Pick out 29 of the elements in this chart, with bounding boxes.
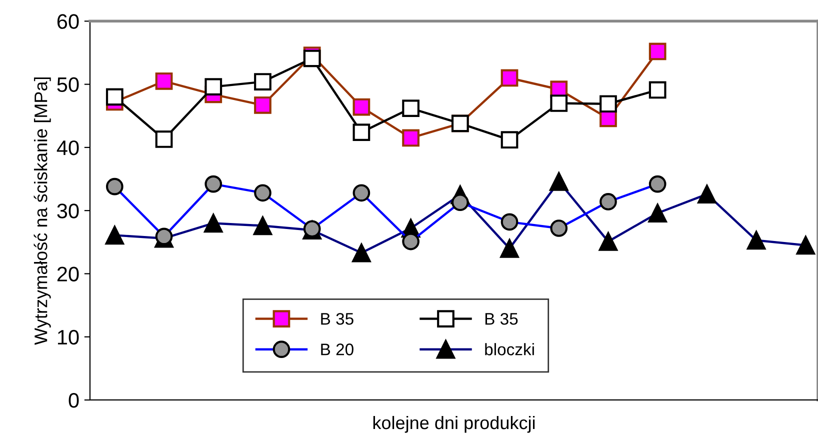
point xyxy=(303,50,321,68)
point xyxy=(500,69,518,87)
legend-label: B 35 xyxy=(321,312,354,325)
y-tick-label: 10 xyxy=(58,330,79,345)
y-tick-label: 40 xyxy=(56,140,79,156)
point xyxy=(254,73,272,90)
point xyxy=(402,129,420,147)
y-tick-label: 50 xyxy=(57,77,79,92)
x-axis-title: kolejne dni produkcji xyxy=(373,416,535,433)
point xyxy=(204,78,222,96)
point xyxy=(106,88,124,106)
point xyxy=(500,131,518,149)
point xyxy=(352,124,370,141)
point xyxy=(254,96,272,114)
point xyxy=(352,98,370,116)
y-axis-title: Wytrzymałość na ściskanie [MPa] xyxy=(34,77,51,345)
point xyxy=(550,94,568,112)
point xyxy=(600,95,617,113)
legend-label: B 20 xyxy=(321,344,354,356)
point xyxy=(155,72,173,90)
point xyxy=(648,42,666,60)
y-tick-label: 60 xyxy=(57,14,79,29)
y-tick-label: 20 xyxy=(57,266,79,282)
legend-label: bloczki xyxy=(485,343,534,356)
y-tick-label: 30 xyxy=(57,204,79,218)
point xyxy=(402,100,420,117)
y-tick-label: 0 xyxy=(68,392,79,408)
legend-label: B 35 xyxy=(485,312,518,325)
point xyxy=(155,130,173,148)
